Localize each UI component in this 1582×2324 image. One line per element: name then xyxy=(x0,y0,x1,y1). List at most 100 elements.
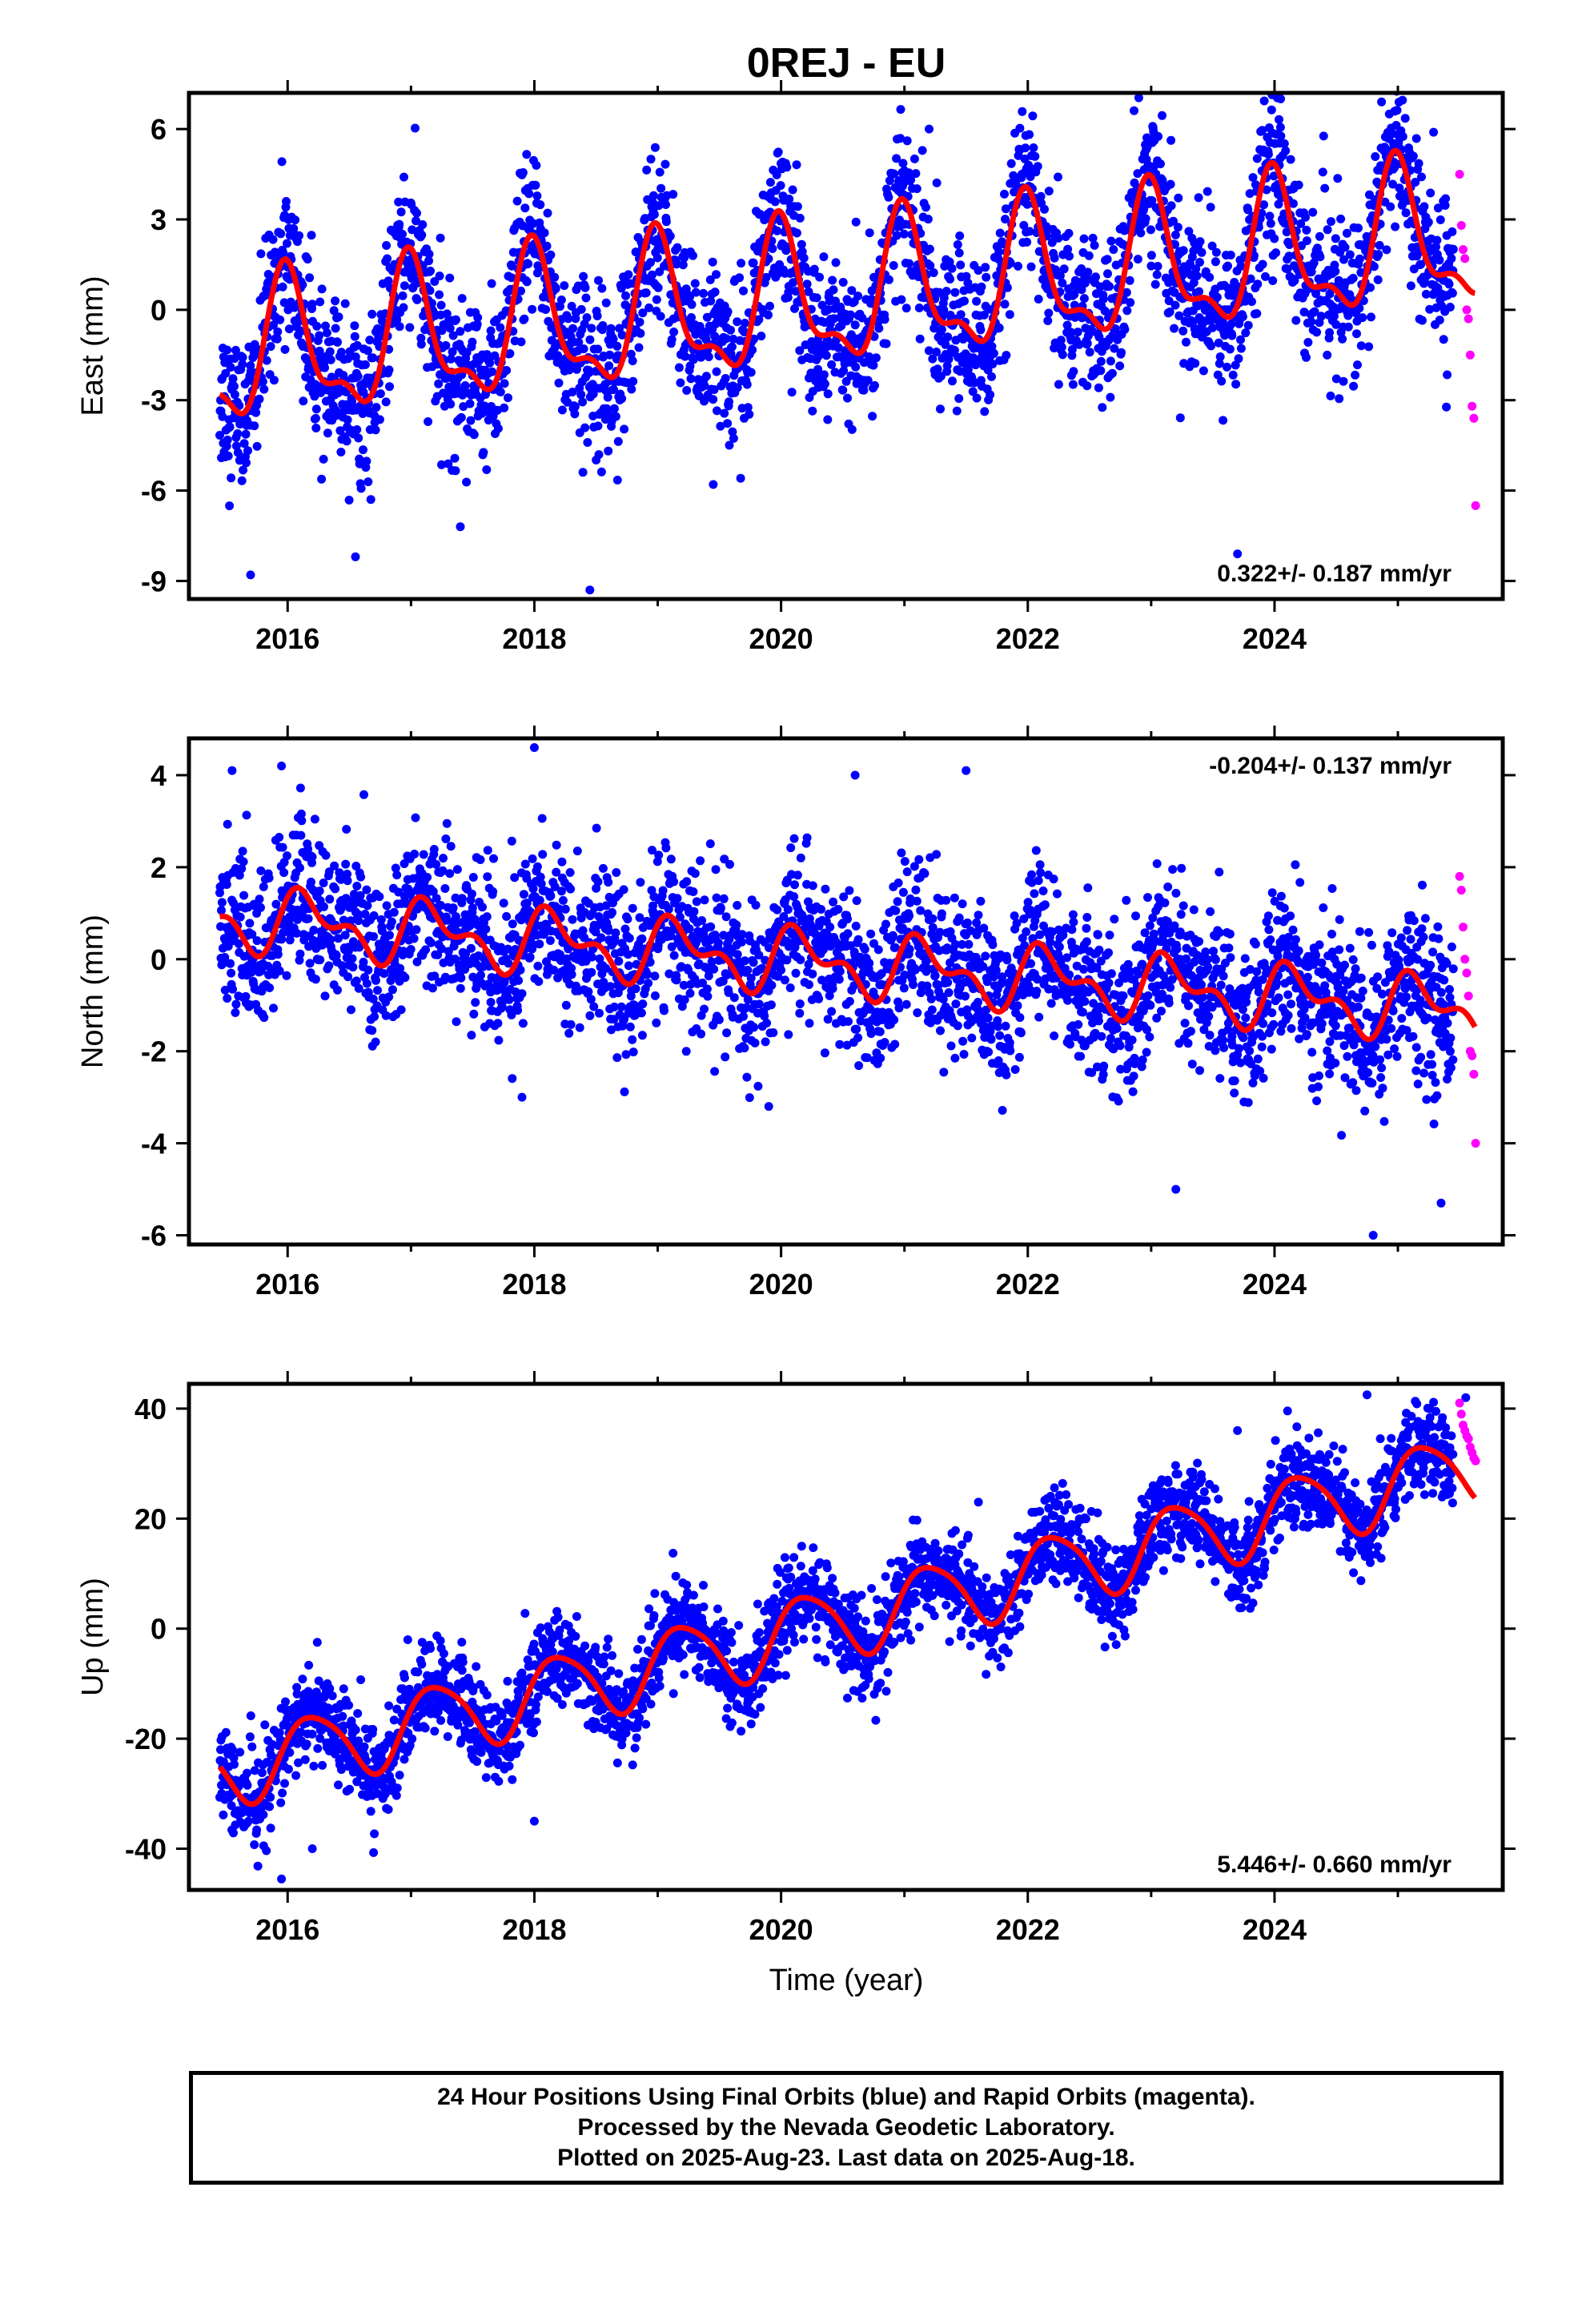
y-tick-label: 0 xyxy=(151,294,167,327)
data-point xyxy=(902,867,912,877)
data-point xyxy=(446,400,456,409)
y-tick-label: 3 xyxy=(151,203,167,236)
data-point xyxy=(793,202,802,211)
data-point xyxy=(1173,223,1182,232)
data-point xyxy=(628,1035,637,1044)
data-point xyxy=(634,343,644,352)
data-point xyxy=(783,905,793,915)
data-point xyxy=(282,197,291,206)
data-point xyxy=(1325,289,1335,299)
data-point xyxy=(1382,245,1391,255)
data-point xyxy=(764,310,773,320)
data-point xyxy=(713,938,723,947)
data-point xyxy=(278,282,287,292)
data-point xyxy=(319,902,328,911)
data-point xyxy=(925,244,934,254)
data-point xyxy=(648,270,656,279)
data-point xyxy=(1307,317,1316,327)
data-point xyxy=(1152,270,1162,279)
outlier-point xyxy=(925,124,934,134)
data-point xyxy=(496,323,505,332)
data-point xyxy=(605,350,615,360)
data-point xyxy=(1154,131,1163,141)
data-point xyxy=(1122,306,1132,316)
data-point xyxy=(672,975,681,985)
data-point xyxy=(307,877,315,887)
data-point xyxy=(942,361,952,371)
data-point xyxy=(1364,342,1374,352)
data-point xyxy=(1079,234,1089,243)
data-point xyxy=(418,220,428,229)
data-point xyxy=(1178,326,1188,336)
data-point xyxy=(914,854,924,864)
data-point xyxy=(467,889,476,899)
data-point xyxy=(923,215,933,224)
data-point xyxy=(691,287,701,297)
data-point xyxy=(432,859,441,869)
data-point xyxy=(928,354,938,364)
data-point xyxy=(1373,275,1383,284)
data-point xyxy=(333,337,342,347)
data-point xyxy=(1002,283,1012,292)
data-point xyxy=(847,286,857,296)
data-point xyxy=(489,854,498,863)
data-point xyxy=(363,965,373,975)
data-point xyxy=(369,932,379,941)
rate-annotation: 0.322+/- 0.187 mm/yr xyxy=(1217,561,1452,587)
data-point xyxy=(1079,294,1089,304)
data-point xyxy=(1094,383,1103,392)
data-point xyxy=(578,397,588,407)
data-point xyxy=(799,253,809,263)
data-point xyxy=(572,846,582,856)
data-point xyxy=(608,907,616,917)
data-point xyxy=(504,393,512,403)
data-point xyxy=(1331,320,1341,329)
data-point xyxy=(551,284,560,293)
data-point xyxy=(1044,308,1054,318)
data-point xyxy=(898,887,908,897)
data-point xyxy=(331,884,340,894)
data-point xyxy=(612,476,622,485)
data-point xyxy=(1188,317,1198,327)
data-point xyxy=(706,922,716,931)
data-point xyxy=(942,895,951,905)
data-point xyxy=(215,431,224,440)
data-point xyxy=(303,255,312,264)
data-point xyxy=(532,268,542,278)
data-point xyxy=(247,368,256,377)
data-point xyxy=(362,979,371,988)
data-point xyxy=(827,1007,837,1016)
data-point xyxy=(1406,281,1415,291)
data-point xyxy=(1302,225,1311,235)
data-point xyxy=(410,850,420,858)
data-point xyxy=(277,157,287,167)
data-point xyxy=(354,433,363,443)
data-point xyxy=(745,409,754,419)
data-point xyxy=(1401,208,1411,218)
data-point xyxy=(307,300,317,309)
data-point xyxy=(851,362,861,372)
data-point xyxy=(556,296,566,304)
data-point xyxy=(914,304,924,312)
rapid-point xyxy=(1455,170,1464,179)
data-point xyxy=(1212,292,1222,302)
data-point xyxy=(665,231,675,241)
data-point xyxy=(299,396,308,406)
data-point xyxy=(1336,214,1346,223)
data-point xyxy=(227,473,236,483)
data-point xyxy=(223,435,232,444)
data-point xyxy=(950,893,959,903)
data-point xyxy=(550,272,560,282)
data-point xyxy=(426,266,435,275)
data-point xyxy=(1019,220,1029,230)
data-point xyxy=(366,495,375,505)
data-point xyxy=(514,975,524,985)
data-point xyxy=(1303,338,1313,347)
data-point xyxy=(273,327,283,336)
data-point xyxy=(371,403,381,412)
data-point xyxy=(911,885,921,895)
data-point xyxy=(1207,241,1217,251)
data-point xyxy=(850,320,860,330)
data-point xyxy=(1189,278,1199,287)
data-point xyxy=(411,813,420,822)
